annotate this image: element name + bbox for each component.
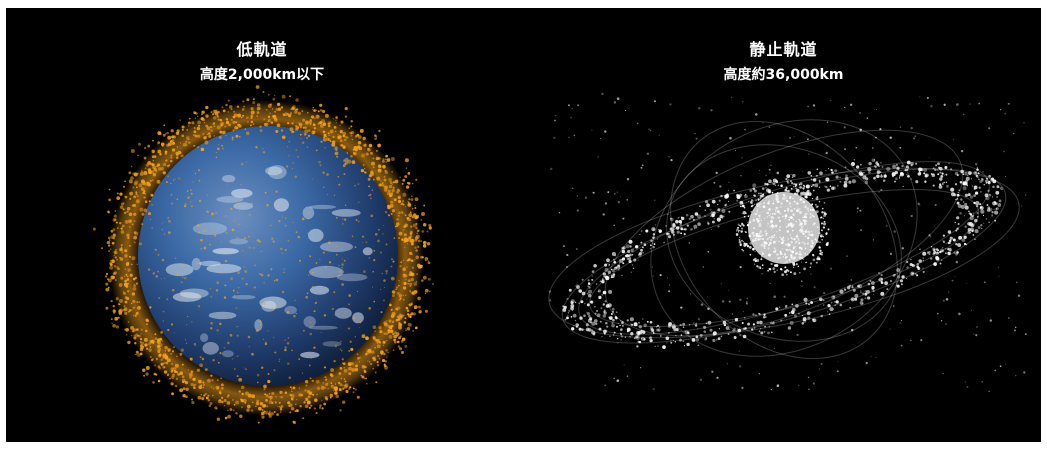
- geo-orbit-illustration: [548, 92, 1027, 392]
- low-orbit-earth-illustration: [92, 85, 434, 425]
- near-earth-debris: [735, 180, 830, 277]
- cloud-layer: [165, 165, 373, 359]
- earth-globe: [138, 126, 398, 386]
- geo-orbit-panel: 静止軌道 高度約36,000km: [526, 8, 1041, 442]
- geo-orbit-debris: [548, 92, 1027, 392]
- low-orbit-subtitle: 高度2,000km以下: [199, 67, 325, 83]
- image-frame: 低軌道 高度2,000km以下: [6, 8, 1041, 442]
- low-orbit-debris: [92, 85, 434, 425]
- geo-orbit-subtitle: 高度約36,000km: [723, 67, 844, 83]
- low-orbit-title: 低軌道: [236, 40, 288, 59]
- low-orbit-panel: 低軌道 高度2,000km以下: [6, 8, 518, 442]
- earth-globe-debris-cloud: [748, 192, 820, 264]
- geo-orbit-title: 静止軌道: [749, 40, 818, 59]
